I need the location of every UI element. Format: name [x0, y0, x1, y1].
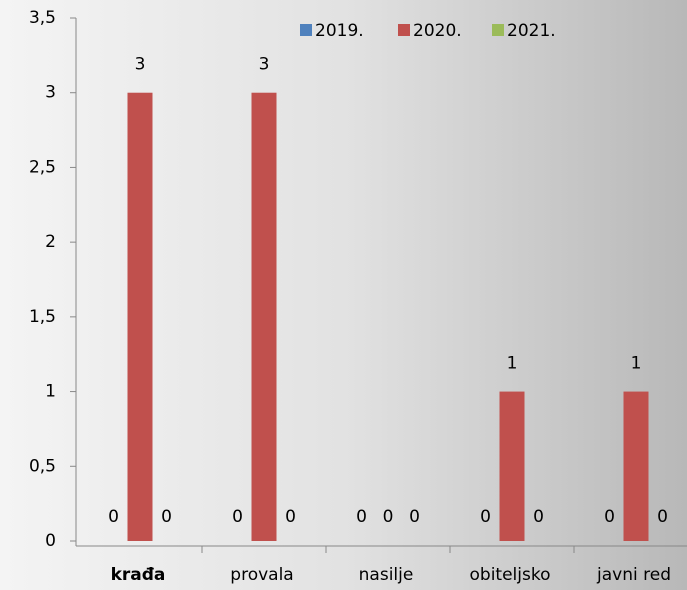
x-tick-label: javni red: [596, 565, 671, 585]
x-tick-label: obiteljsko: [470, 565, 551, 585]
legend-swatch: [492, 24, 504, 36]
bar: [623, 391, 649, 541]
legend-swatch: [300, 24, 312, 36]
x-tick-label: provala: [230, 565, 293, 585]
bar: [499, 391, 525, 541]
data-label: 1: [631, 354, 642, 374]
x-tick-label: nasilje: [359, 565, 414, 585]
y-tick-label: 1,5: [29, 307, 56, 327]
data-label: 0: [604, 507, 615, 527]
y-tick-label: 0,5: [29, 456, 56, 476]
data-label: 3: [259, 55, 270, 75]
y-tick-label: 3,5: [29, 8, 56, 28]
data-label: 3: [135, 55, 146, 75]
data-label: 0: [161, 507, 172, 527]
bar: [251, 92, 277, 541]
data-label: 0: [533, 507, 544, 527]
data-label: 1: [507, 354, 518, 374]
data-label: 0: [232, 507, 243, 527]
legend-label: 2020.: [413, 21, 462, 41]
legend-label: 2019.: [315, 21, 364, 41]
data-label: 0: [657, 507, 668, 527]
data-label: 0: [383, 507, 394, 527]
bar: [127, 92, 153, 541]
y-tick-label: 1: [45, 382, 56, 402]
data-label: 0: [480, 507, 491, 527]
y-tick-label: 0: [45, 531, 56, 551]
legend-label: 2021.: [507, 21, 556, 41]
y-tick-label: 2: [45, 232, 56, 252]
data-label: 0: [356, 507, 367, 527]
data-label: 0: [108, 507, 119, 527]
y-tick-label: 3: [45, 83, 56, 103]
x-tick-label: krađa: [111, 565, 166, 585]
y-tick-label: 2,5: [29, 157, 56, 177]
data-label: 0: [409, 507, 420, 527]
data-label: 0: [285, 507, 296, 527]
legend-swatch: [398, 24, 410, 36]
